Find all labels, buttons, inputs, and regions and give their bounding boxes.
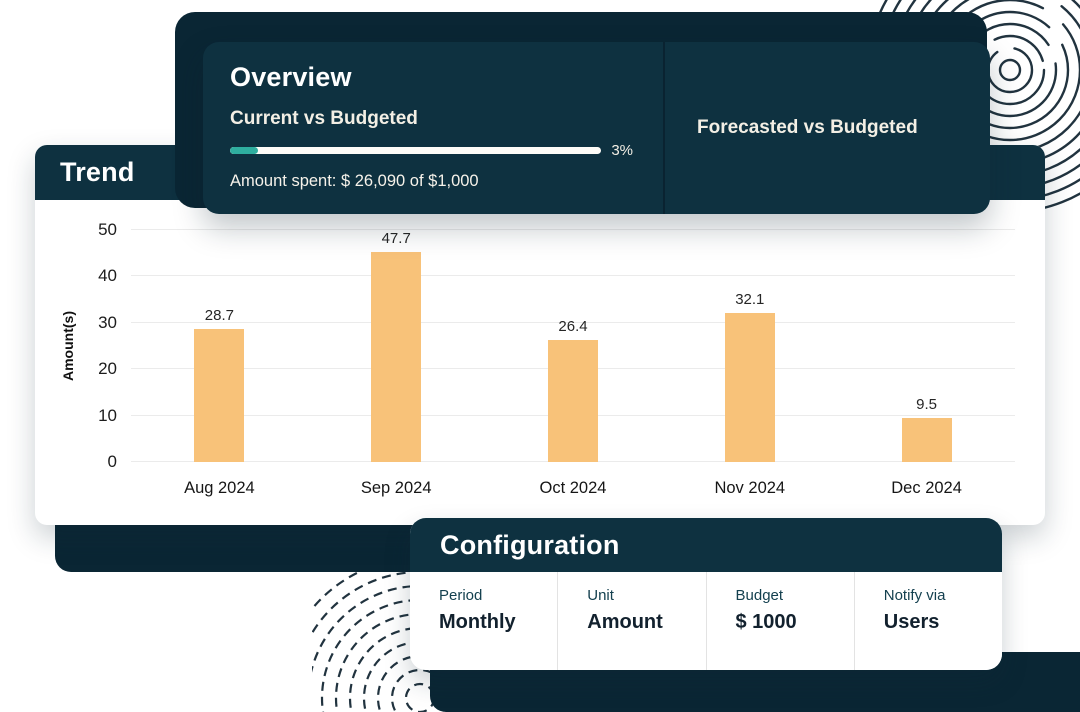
bar-slot: 28.7 [131, 230, 308, 462]
configuration-fields: Period Monthly Unit Amount Budget $ 1000… [410, 572, 1002, 670]
gridline [131, 321, 1015, 323]
y-tick-label: 50 [98, 220, 117, 239]
forecasted-vs-budgeted-label: Forecasted vs Budgeted [697, 117, 918, 138]
bar-slot: 32.1 [661, 230, 838, 462]
config-field-value: Users [883, 611, 940, 633]
config-field-value: $ 1000 [735, 611, 797, 633]
forecasted-vs-budgeted-section: Forecasted vs Budgeted [665, 42, 990, 214]
bar-value-label: 9.5 [916, 395, 938, 413]
bar-value-label: 26.4 [558, 317, 588, 335]
x-tick-label: Nov 2024 [714, 479, 786, 497]
y-tick-label: 30 [98, 312, 117, 332]
x-tick-label: Sep 2024 [360, 479, 432, 497]
config-field-period: Period Monthly [410, 572, 557, 670]
bars-container: 28.7 47.7 26.4 32.1 9.5 [131, 230, 1015, 462]
config-field-notify: Notify via Users [853, 572, 1002, 670]
y-tick-label: 0 [107, 452, 117, 471]
y-tick-label: 40 [98, 266, 117, 286]
trend-chart: Amount(s) 28.7 47.7 26.4 32.1 9.5 0 10 20 30 40 5… [35, 200, 1045, 498]
config-field-label: Notify via [883, 587, 946, 604]
configuration-title: Configuration [440, 529, 620, 560]
current-vs-budgeted-section: Overview Current vs Budgeted 3% Amount s… [203, 42, 663, 214]
config-field-unit: Unit Amount [557, 572, 705, 670]
progress-percent-label: 3% [611, 142, 633, 159]
bar-value-label: 28.7 [204, 306, 234, 324]
x-tick-label: Aug 2024 [184, 479, 255, 497]
config-field-label: Period [439, 587, 483, 604]
x-tick-label: Oct 2024 [539, 479, 607, 497]
overview-section-divider [663, 42, 665, 214]
bar-value-label: 32.1 [735, 291, 765, 309]
x-axis-labels: Aug 2024 Sep 2024 Oct 2024 Nov 2024 Dec 2024 [131, 462, 1015, 498]
bar-slot: 26.4 [485, 230, 662, 462]
budget-progress-row: 3% [230, 142, 633, 159]
config-field-value: Amount [587, 611, 663, 633]
trend-title: Trend [60, 157, 135, 187]
trend-bar[interactable] [547, 339, 598, 462]
amount-spent-text: Amount spent: $ 26,090 of $1,000 [230, 172, 479, 190]
current-vs-budgeted-label: Current vs Budgeted [230, 108, 418, 129]
trend-bar[interactable] [194, 328, 245, 462]
bar-value-label: 47.7 [381, 230, 411, 247]
plot-area-wrap: 28.7 47.7 26.4 32.1 9.5 0 10 20 30 40 50 Aug 2024… [83, 220, 1015, 498]
configuration-card: Configuration Period Monthly Unit Amount… [410, 518, 1002, 670]
config-field-label: Budget [735, 587, 784, 604]
trend-bar[interactable] [901, 417, 952, 462]
overview-card: Overview Current vs Budgeted 3% Amount s… [203, 42, 990, 214]
config-field-label: Unit [587, 587, 614, 604]
overview-title: Overview [230, 62, 352, 92]
configuration-card-header: Configuration [410, 518, 1002, 572]
trend-bar[interactable] [371, 252, 422, 462]
gridline [131, 275, 1015, 277]
progress-bar-fill [230, 147, 258, 154]
x-tick-label: Dec 2024 [891, 479, 962, 497]
gridline [131, 229, 1015, 230]
y-tick-label: 10 [98, 405, 117, 425]
y-axis: Amount(s) [53, 230, 83, 498]
trend-bar[interactable] [724, 313, 775, 462]
progress-bar [230, 147, 602, 154]
config-field-value: Monthly [439, 611, 516, 633]
plot-area: 28.7 47.7 26.4 32.1 9.5 0 10 20 30 40 50 [98, 220, 1015, 471]
y-axis-label: Amount(s) [60, 311, 76, 381]
y-tick-label: 20 [98, 359, 117, 379]
bar-slot: 9.5 [838, 230, 1015, 462]
config-field-budget: Budget $ 1000 [705, 572, 854, 670]
bar-slot: 47.7 [308, 230, 485, 462]
